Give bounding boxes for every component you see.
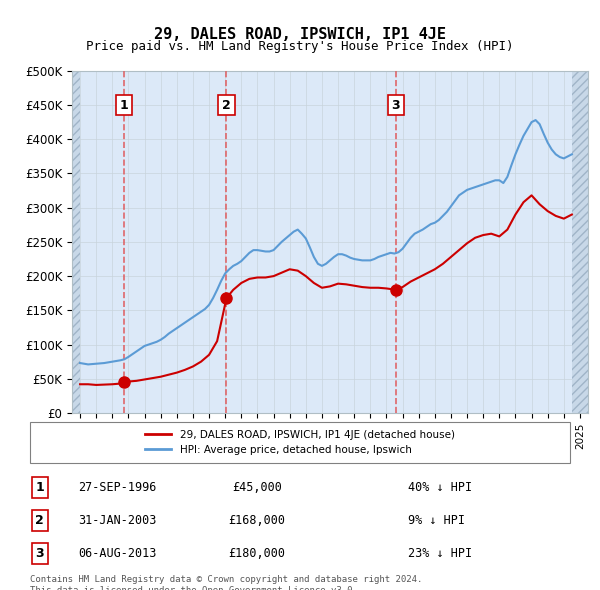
FancyBboxPatch shape: [30, 422, 570, 463]
Text: £168,000: £168,000: [228, 514, 286, 527]
Text: 40% ↓ HPI: 40% ↓ HPI: [408, 481, 472, 494]
Text: 9% ↓ HPI: 9% ↓ HPI: [408, 514, 465, 527]
Text: 23% ↓ HPI: 23% ↓ HPI: [408, 547, 472, 560]
Legend: 29, DALES ROAD, IPSWICH, IP1 4JE (detached house), HPI: Average price, detached : 29, DALES ROAD, IPSWICH, IP1 4JE (detach…: [140, 425, 460, 460]
Text: 27-SEP-1996: 27-SEP-1996: [79, 481, 157, 494]
Text: 2: 2: [35, 514, 44, 527]
Text: 31-JAN-2003: 31-JAN-2003: [79, 514, 157, 527]
Text: 2: 2: [222, 99, 231, 112]
Polygon shape: [72, 71, 80, 413]
Text: Price paid vs. HM Land Registry's House Price Index (HPI): Price paid vs. HM Land Registry's House …: [86, 40, 514, 53]
Text: £180,000: £180,000: [228, 547, 286, 560]
Text: 29, DALES ROAD, IPSWICH, IP1 4JE: 29, DALES ROAD, IPSWICH, IP1 4JE: [154, 27, 446, 41]
Text: £45,000: £45,000: [232, 481, 282, 494]
Text: 06-AUG-2013: 06-AUG-2013: [79, 547, 157, 560]
Polygon shape: [572, 71, 588, 413]
Text: 1: 1: [120, 99, 128, 112]
Text: Contains HM Land Registry data © Crown copyright and database right 2024.
This d: Contains HM Land Registry data © Crown c…: [30, 575, 422, 590]
Text: 3: 3: [35, 547, 44, 560]
Text: 3: 3: [392, 99, 400, 112]
Text: 1: 1: [35, 481, 44, 494]
